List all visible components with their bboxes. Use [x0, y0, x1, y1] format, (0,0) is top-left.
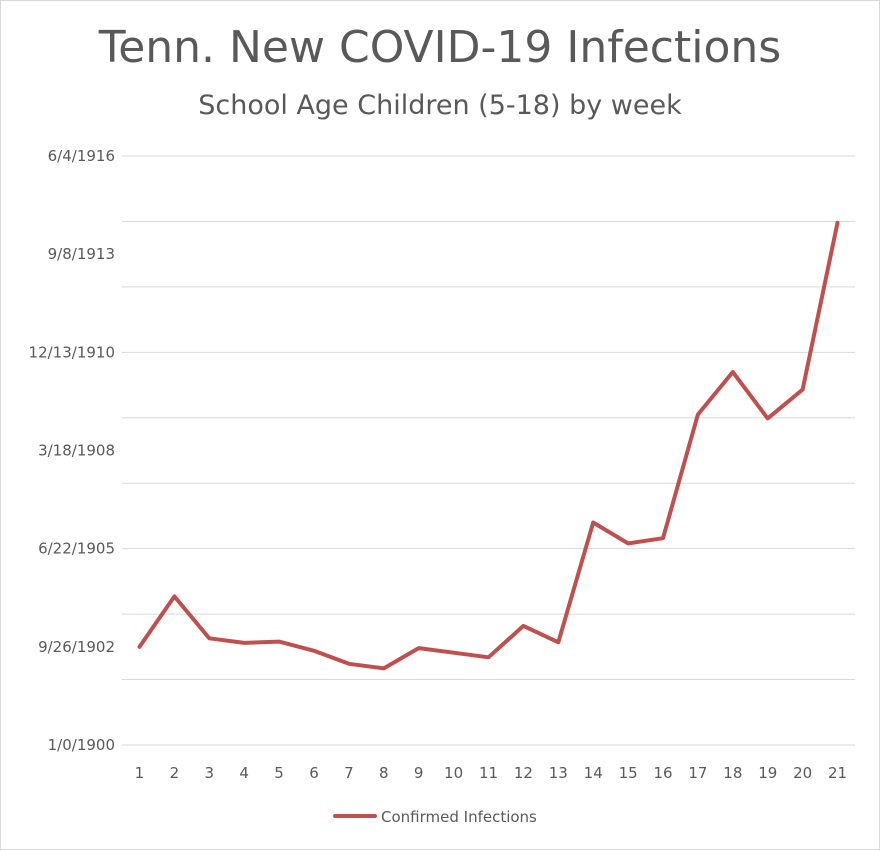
y-tick-label: 3/18/1908	[38, 442, 115, 460]
x-tick-label: 12	[514, 764, 533, 782]
x-tick-label: 6	[309, 764, 319, 782]
x-tick-label: 10	[444, 764, 463, 782]
chart-subtitle: School Age Children (5-18) by week	[198, 90, 682, 121]
y-tick-label: 6/4/1916	[48, 147, 115, 165]
x-tick-label: 2	[170, 764, 180, 782]
x-tick-label: 4	[239, 764, 249, 782]
y-tick-label: 9/8/1913	[48, 245, 115, 263]
x-tick-label: 3	[204, 764, 214, 782]
x-tick-label: 17	[688, 764, 707, 782]
x-tick-label: 21	[828, 764, 847, 782]
x-tick-label: 8	[379, 764, 389, 782]
series-line	[137, 220, 840, 671]
x-tick-label: 16	[653, 764, 672, 782]
x-tick-label: 15	[619, 764, 638, 782]
x-tick-label: 19	[758, 764, 777, 782]
y-tick-label: 1/0/1900	[48, 736, 115, 754]
x-tick-label: 5	[274, 764, 284, 782]
x-tick-label: 1	[135, 764, 145, 782]
y-tick-label: 9/26/1902	[38, 638, 115, 656]
legend-label: Confirmed Infections	[381, 808, 537, 826]
x-tick-label: 11	[479, 764, 498, 782]
x-tick-label: 7	[344, 764, 354, 782]
chart-title: Tenn. New COVID-19 Infections	[98, 22, 782, 73]
y-tick-label: 6/22/1905	[38, 540, 115, 558]
x-tick-label: 13	[549, 764, 568, 782]
x-tick-label: 9	[414, 764, 424, 782]
y-tick-label: 12/13/1910	[29, 343, 115, 361]
x-tick-label: 18	[723, 764, 742, 782]
x-tick-label: 14	[584, 764, 603, 782]
x-tick-label: 20	[793, 764, 812, 782]
